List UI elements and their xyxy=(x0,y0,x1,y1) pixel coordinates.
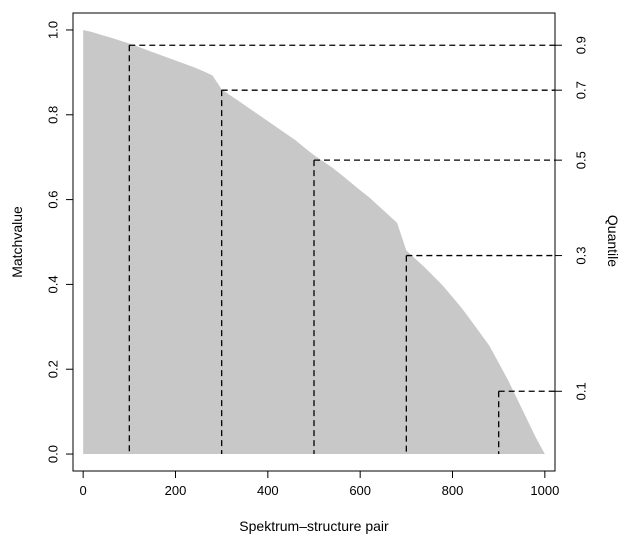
x-tick-label: 200 xyxy=(165,483,187,498)
plot-frame xyxy=(72,12,556,472)
y-tick-label: 0.4 xyxy=(46,275,61,293)
x-tick-label: 400 xyxy=(257,483,279,498)
x-tick-label: 1000 xyxy=(530,483,559,498)
y-axis: 0.0 0.2 0.4 0.6 0.8 1.0 xyxy=(46,21,73,463)
y-tick-label: 0.6 xyxy=(46,191,61,209)
y-tick-label: 0.8 xyxy=(46,106,61,124)
quantile-tick-label: 0.5 xyxy=(574,151,589,169)
y-axis-label: Matchvalue xyxy=(9,206,25,278)
quantile-axis: 0.1 0.3 0.5 0.7 0.9 xyxy=(555,36,589,400)
quantile-tick-label: 0.1 xyxy=(574,382,589,400)
quantile-tick-label: 0.7 xyxy=(574,81,589,99)
x-axis: 0 200 400 600 800 1000 xyxy=(80,471,559,498)
y-tick-label: 0.0 xyxy=(46,445,61,463)
x-tick-label: 0 xyxy=(80,483,87,498)
quantile-axis-label: Quantile xyxy=(605,215,621,267)
quantile-tick-label: 0.9 xyxy=(574,36,589,54)
y-tick-label: 1.0 xyxy=(46,21,61,39)
x-tick-label: 600 xyxy=(349,483,371,498)
plot-area xyxy=(83,29,555,455)
x-tick-label: 800 xyxy=(442,483,464,498)
quantile-tick-label: 0.3 xyxy=(574,247,589,265)
y-tick-label: 0.2 xyxy=(46,360,61,378)
x-axis-label: Spektrum–structure pair xyxy=(239,518,389,534)
